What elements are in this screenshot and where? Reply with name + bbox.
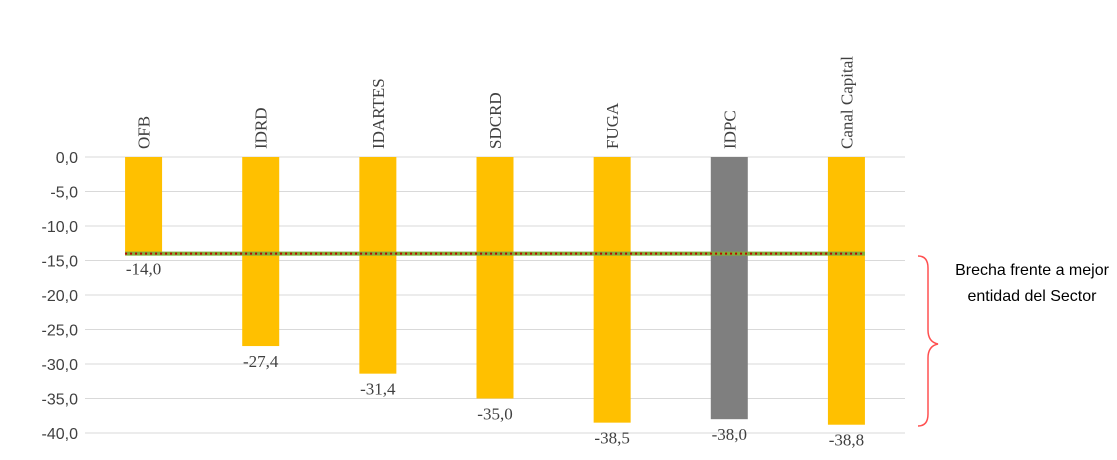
data-label: -14,0 [126,260,161,279]
bar [359,157,397,374]
y-tick-label: -40,0 [42,426,79,443]
y-tick-label: -10,0 [42,219,79,236]
y-tick-label: -30,0 [42,357,79,374]
gap-brace [917,255,939,427]
y-tick-label: -15,0 [42,254,79,271]
category-label: SDCRD [486,92,505,149]
y-axis-tick-labels: 0,0 -5,0 -10,0 -15,0 -20,0 -25,0 -30,0 -35,0 -40… [42,150,79,443]
y-tick-label: -25,0 [42,323,79,340]
category-label: IDARTES [369,78,388,149]
bar [593,157,631,423]
data-label: -38,8 [829,431,864,450]
bars [125,157,865,425]
category-label: IDRD [252,107,271,149]
y-tick-label: -20,0 [42,288,79,305]
bar [710,157,748,420]
bar [827,157,865,425]
data-label: -31,4 [360,380,396,399]
category-labels: OFB IDRD IDARTES SDCRD FUGA IDPC Canal Capital [135,56,857,149]
category-label: FUGA [603,102,622,149]
category-label: Canal Capital [837,56,856,149]
data-labels: -14,0 -27,4 -31,4 -35,0 -38,5 -38,0 -38,8 [126,260,864,450]
y-tick-label: -35,0 [42,392,79,409]
gap-annotation: Brecha frente a mejor entidad del Sector [955,262,1109,305]
bar [242,157,280,347]
y-tick-label: -5,0 [50,185,78,202]
bar [125,157,163,254]
data-label: -38,5 [594,429,629,448]
data-label: -35,0 [477,405,512,424]
category-label: IDPC [720,110,739,149]
data-label: -27,4 [243,352,279,371]
bar [476,157,514,399]
data-label: -38,0 [712,425,747,444]
y-tick-label: 0,0 [56,150,78,167]
category-label: OFB [135,116,154,149]
